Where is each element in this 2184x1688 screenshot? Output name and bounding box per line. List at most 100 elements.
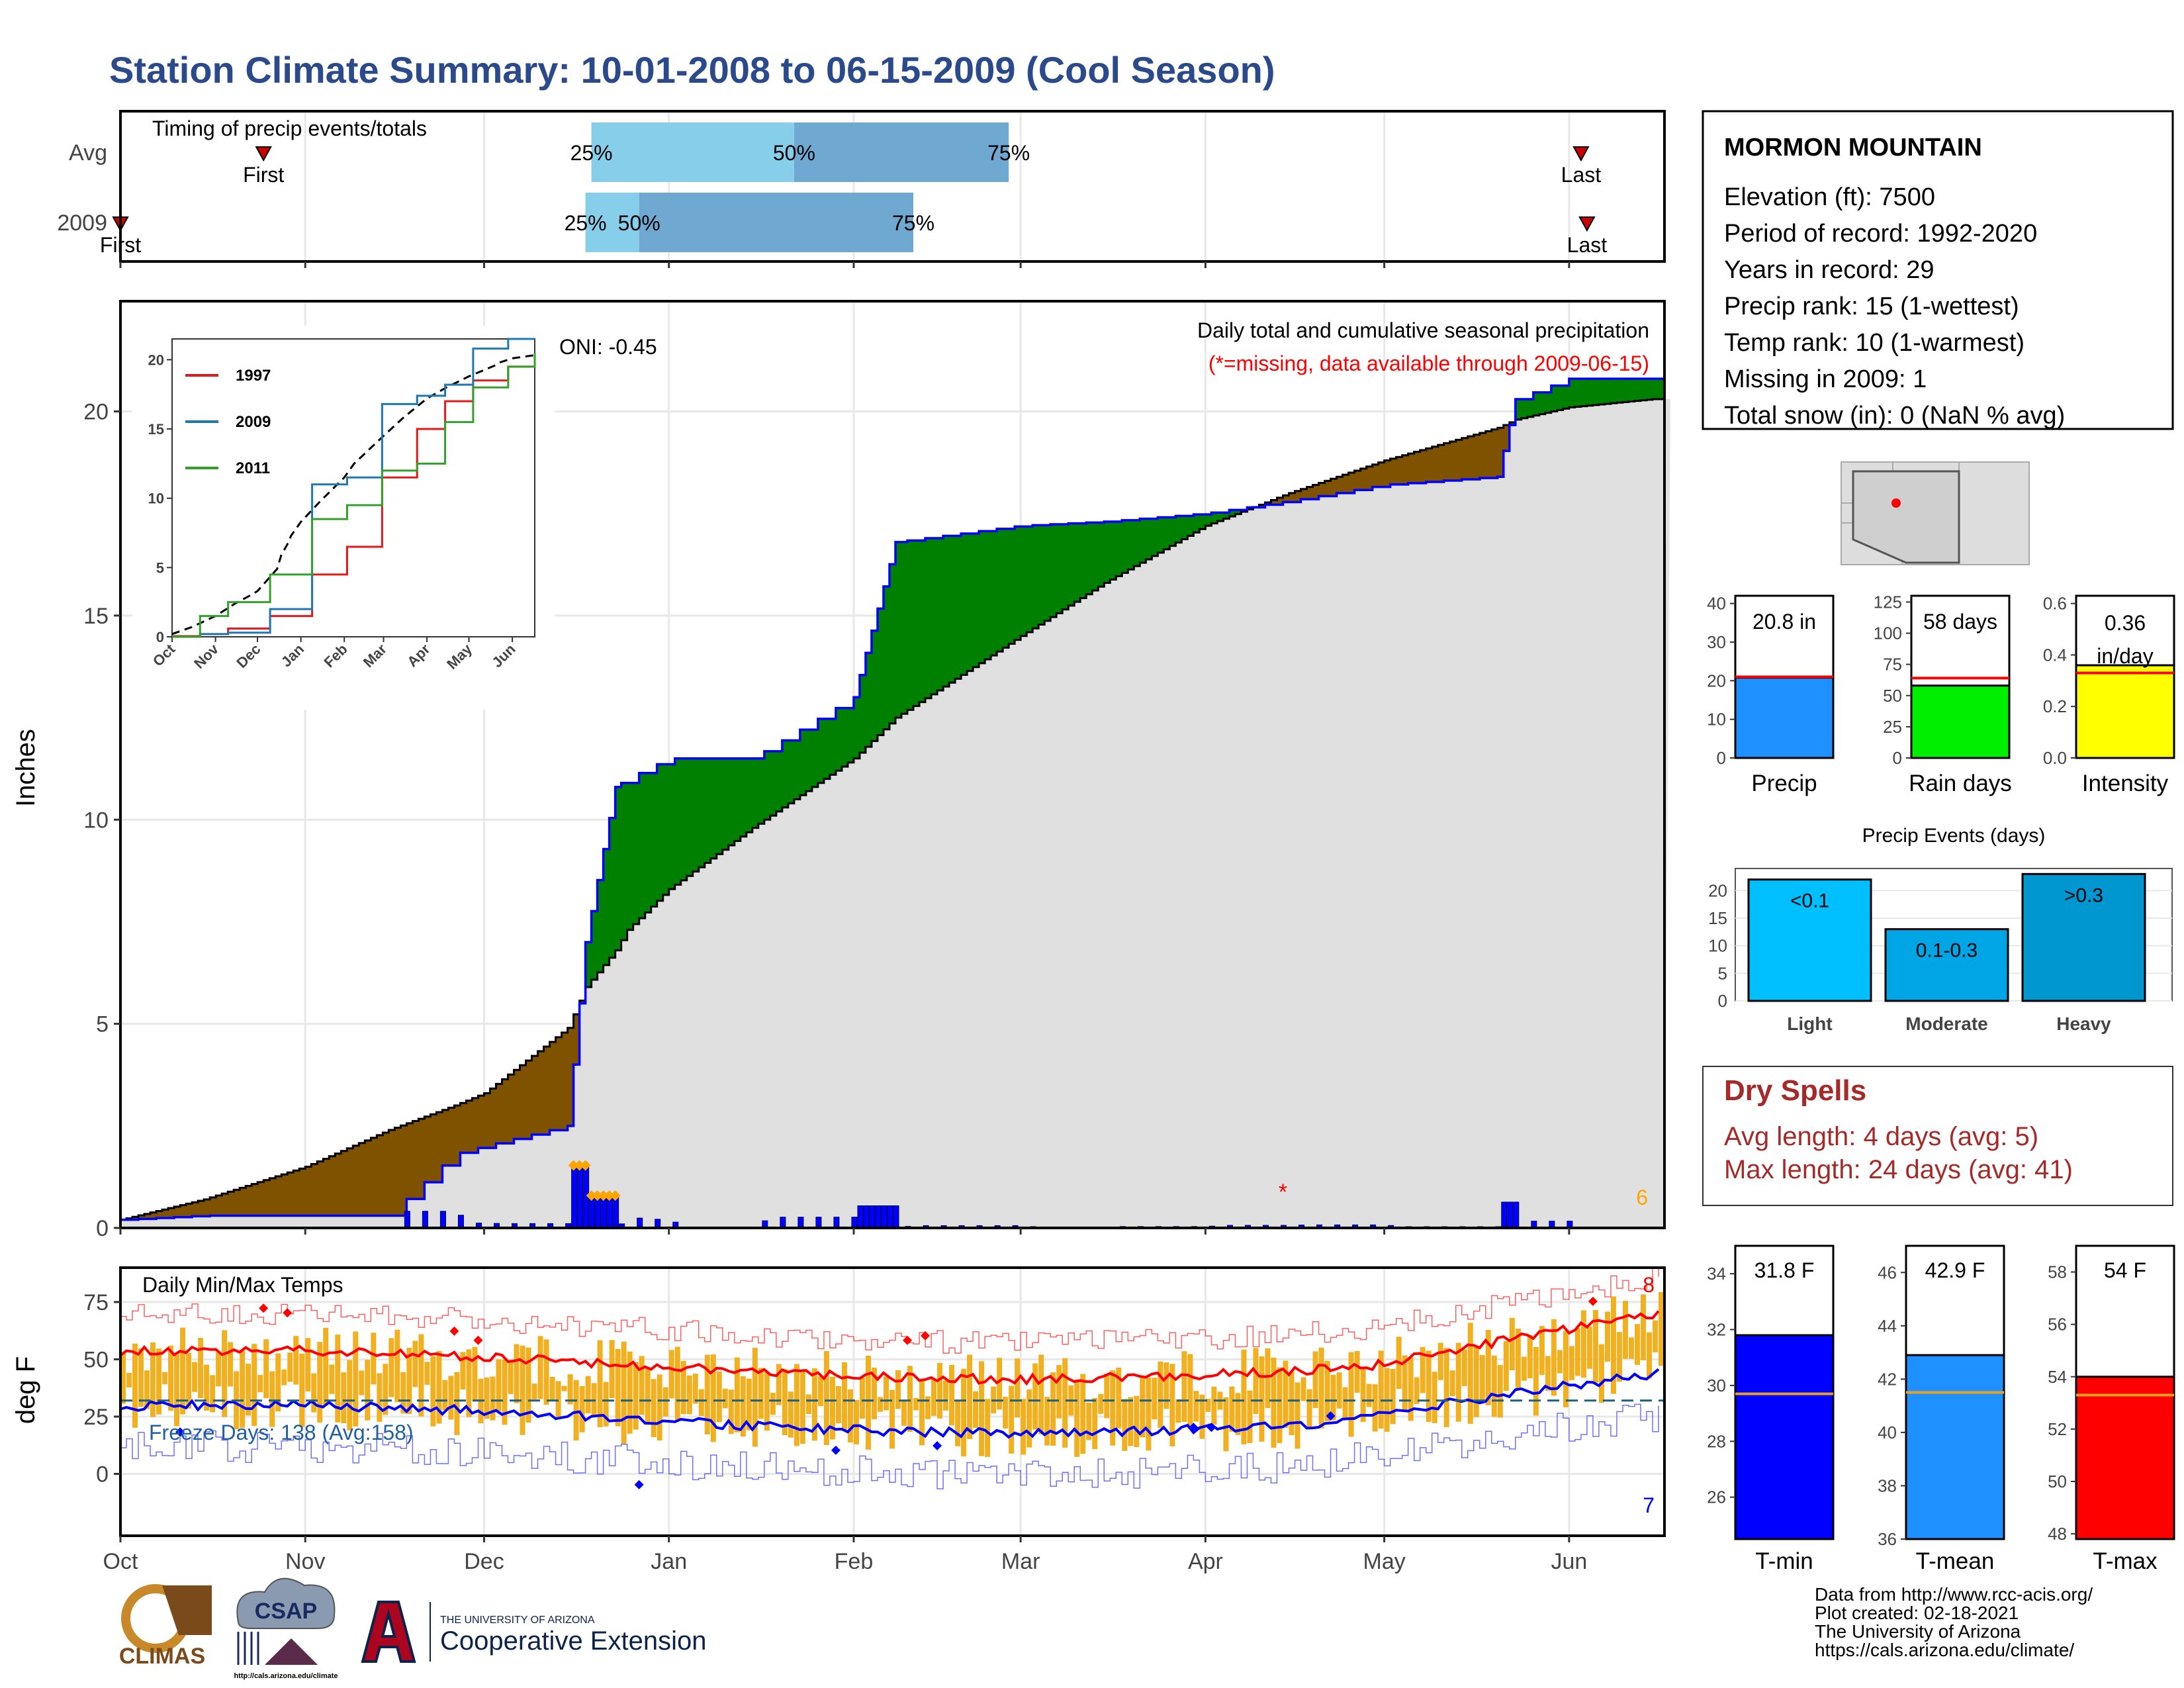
daily-temp-bar: [776, 1364, 782, 1405]
daily-temp-bar: [1199, 1394, 1205, 1439]
daily-temp-bar: [287, 1352, 293, 1382]
anomaly-fill: [549, 1041, 557, 1131]
event-bar: [1884, 928, 2009, 1002]
daily-temp-bar: [1592, 1309, 1598, 1383]
anomaly-fill: [496, 1084, 503, 1144]
anomaly-fill: [1455, 440, 1463, 481]
anomaly-fill: [454, 1105, 461, 1166]
anomaly-fill: [1134, 520, 1140, 567]
daily-temp-bar: [1545, 1356, 1551, 1391]
anomaly-fill: [1342, 475, 1349, 493]
anomaly-fill: [1628, 379, 1635, 402]
anomaly-fill: [788, 740, 795, 804]
cold-record-marker: [1326, 1411, 1336, 1421]
anomaly-fill: [919, 540, 926, 702]
anomaly-fill: [865, 653, 872, 747]
daily-temp-bar: [692, 1374, 698, 1404]
oni-label: ONI: -0.45: [559, 335, 657, 359]
anomaly-fill: [776, 751, 783, 812]
precip-y-tick: 0: [96, 1216, 109, 1241]
extreme-count: 6: [1636, 1186, 1648, 1209]
temp-y-tick: 0: [96, 1462, 109, 1487]
temp-panel-label: Daily Min/Max Temps: [142, 1273, 343, 1297]
daily-temp-bar: [1158, 1361, 1163, 1429]
anomaly-fill: [228, 1192, 234, 1216]
anomaly-fill: [1432, 446, 1439, 482]
bar-tick: 10: [1707, 710, 1726, 729]
daily-temp-bar: [555, 1381, 561, 1418]
bar-tick: 46: [1878, 1262, 1897, 1282]
bar-value: [1910, 684, 2011, 759]
daily-precip-bar: [1507, 1201, 1514, 1229]
anomaly-fill: [1050, 524, 1057, 618]
inset-y-tick: 0: [156, 629, 164, 645]
anomaly-fill: [150, 1212, 157, 1219]
daily-precip-bar: [601, 1196, 608, 1229]
daily-temp-bar: [889, 1389, 895, 1449]
daily-temp-bar: [1086, 1402, 1092, 1440]
anomaly-fill: [895, 541, 902, 718]
anomaly-fill: [1467, 436, 1475, 480]
bar-tick: 75: [1883, 655, 1902, 675]
anomaly-fill: [1390, 458, 1397, 485]
daily-temp-bar: [1015, 1358, 1021, 1418]
timing-pct-label: 75%: [987, 141, 1030, 165]
timing-row-label: 2009: [57, 211, 107, 236]
daily-temp-bar: [525, 1347, 531, 1423]
anomaly-fill: [1503, 425, 1510, 451]
events-tick: 15: [1708, 908, 1727, 928]
timing-pct-label: 50%: [773, 141, 815, 165]
anomaly-fill: [1569, 379, 1576, 408]
daily-temp-bar: [299, 1353, 305, 1427]
daily-temp-bar: [1616, 1332, 1622, 1382]
avg-cumulative-line: [120, 398, 1664, 1221]
daily-temp-bar: [1187, 1354, 1193, 1427]
daily-temp-bar: [1646, 1332, 1652, 1379]
anomaly-fill: [1032, 525, 1039, 629]
bar-value: [2075, 1376, 2175, 1540]
anomaly-fill: [520, 1065, 527, 1139]
daily-temp-bar: [174, 1353, 180, 1427]
daily-temp-bar: [883, 1376, 889, 1411]
daily-temp-bar: [1223, 1397, 1229, 1452]
anomaly-fill: [400, 1125, 407, 1216]
anomaly-fill: [1360, 468, 1367, 491]
anomaly-fill: [1509, 422, 1516, 426]
daily-temp-bar: [817, 1376, 823, 1407]
bar-tick: 52: [2048, 1419, 2067, 1439]
anomaly-fill: [1235, 510, 1242, 514]
anomaly-fill: [967, 533, 974, 671]
station-info-line: Years in record: 29: [1724, 256, 1934, 284]
daily-temp-bar: [365, 1360, 371, 1421]
cold-count: 7: [1643, 1493, 1655, 1517]
anomaly-fill: [1068, 523, 1075, 606]
anomaly-fill: [1402, 455, 1409, 485]
daily-temp-bar: [901, 1401, 907, 1426]
bar-tick: 48: [2048, 1524, 2067, 1544]
daily-temp-bar: [180, 1327, 186, 1415]
daily-temp-bar: [1360, 1367, 1366, 1423]
anomaly-fill: [448, 1107, 455, 1166]
anomaly-fill: [430, 1114, 437, 1183]
anomaly-fill: [668, 764, 676, 890]
anomaly-fill: [555, 1037, 563, 1131]
csap-rain-icon: [237, 1632, 259, 1665]
precip-panel-frame: [119, 300, 1666, 1229]
anomaly-fill: [853, 697, 860, 759]
daily-temp-bar: [1277, 1367, 1283, 1444]
precip-events-chart: Precip Events (days) 0 5 10 15 20 <0.1 Light 0.1…: [1708, 825, 2173, 1034]
daily-temp-bar: [543, 1339, 549, 1405]
missing-marker: *: [1279, 1180, 1287, 1205]
anomaly-fill: [657, 764, 664, 901]
daily-temp-bar: [1265, 1348, 1271, 1409]
daily-temp-bar: [997, 1358, 1003, 1410]
temp-panel-frame: [119, 1266, 1666, 1537]
bar-label-unit: in/day: [2097, 644, 2153, 668]
anomaly-fill: [1622, 379, 1629, 402]
anomaly-fill: [639, 773, 646, 919]
daily-temp-bar: [1414, 1377, 1420, 1404]
precip-y-label: Inches: [11, 729, 40, 807]
daily-temp-bar: [156, 1348, 162, 1415]
daily-temp-bar: [1652, 1320, 1658, 1352]
anomaly-fill: [770, 751, 777, 816]
